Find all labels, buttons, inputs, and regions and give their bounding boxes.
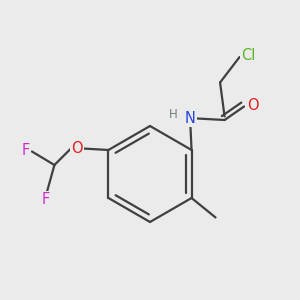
Text: N: N xyxy=(184,111,196,126)
Text: O: O xyxy=(247,98,258,113)
Text: O: O xyxy=(71,141,83,156)
Text: Cl: Cl xyxy=(242,48,256,63)
Text: F: F xyxy=(42,192,50,207)
Text: H: H xyxy=(169,108,178,122)
Text: F: F xyxy=(21,143,29,158)
